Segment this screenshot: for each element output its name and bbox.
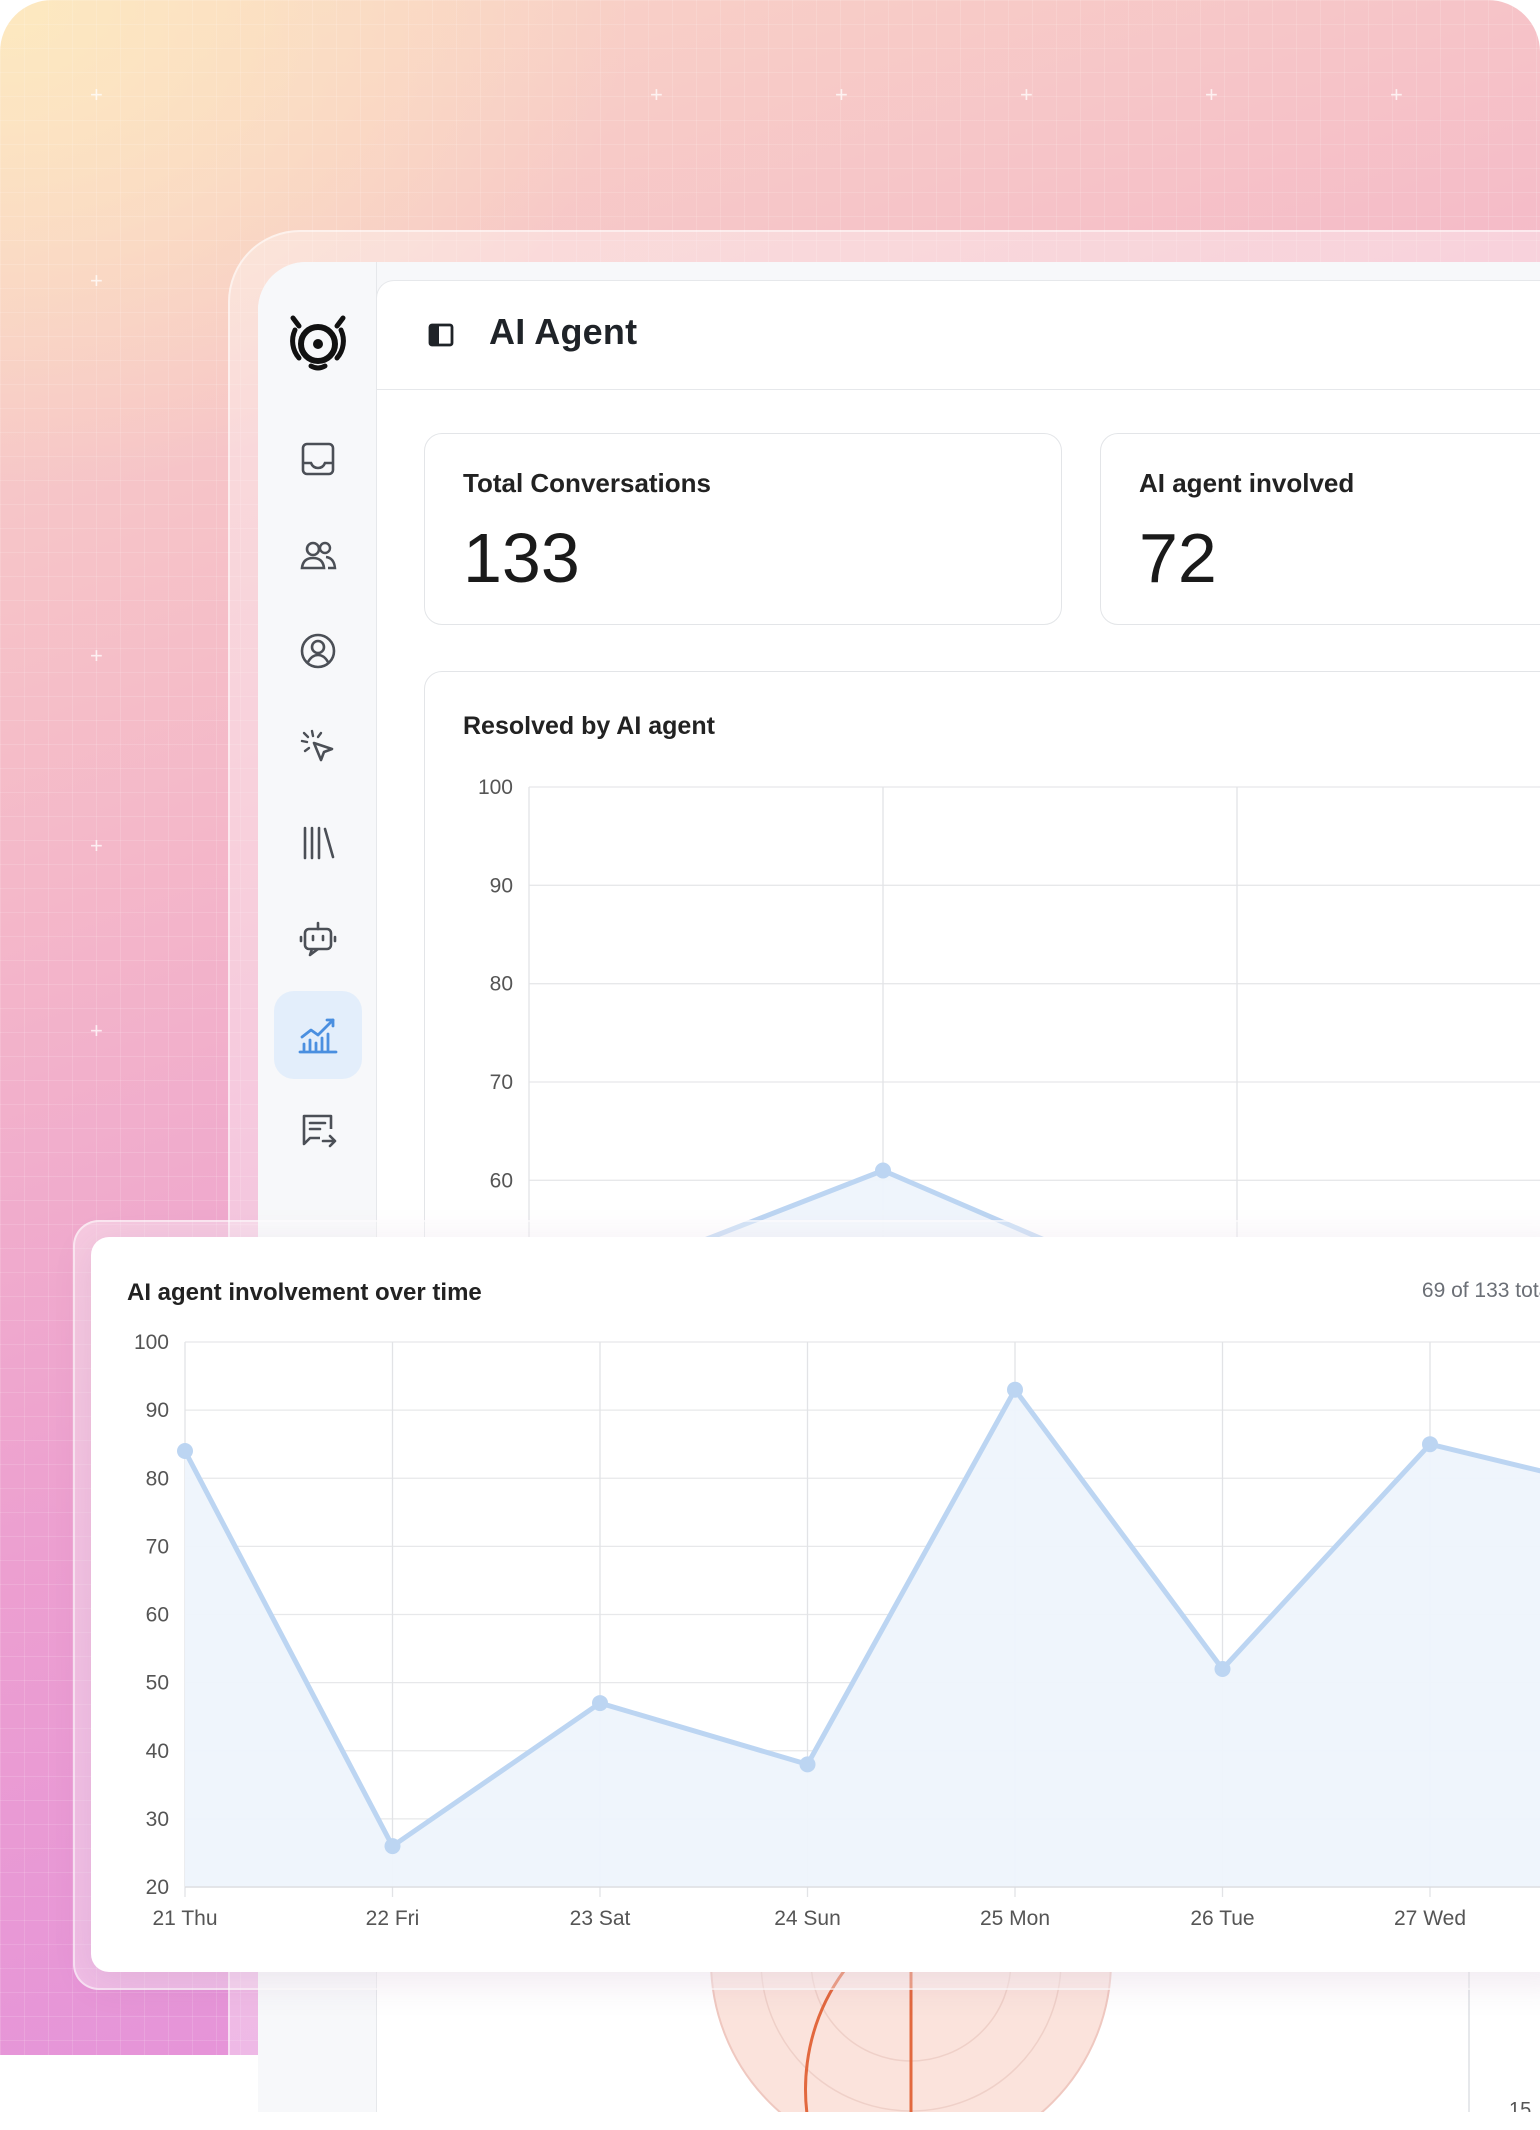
y-tick-label: 100 (134, 1331, 169, 1354)
sparkle-icon: + (1020, 82, 1033, 107)
sidebar-item-contacts[interactable] (274, 511, 362, 599)
sidebar-item-inbox[interactable] (274, 415, 362, 503)
sparkle-icon: + (1205, 82, 1218, 107)
stat-label: Total Conversations (463, 468, 712, 498)
data-point (1007, 1381, 1023, 1398)
stat-value: 133 (463, 519, 580, 597)
y-tick-label: 70 (146, 1535, 169, 1558)
profile-icon (300, 633, 336, 669)
stat-value: 72 (1139, 519, 1217, 597)
series-line (182, 1387, 1540, 1849)
sparkle-icon: + (90, 268, 103, 293)
y-tick-label: 90 (490, 874, 513, 897)
x-tick-label: 21 Thu (153, 1907, 218, 1930)
y-tick-label: 100 (478, 776, 513, 799)
data-point (384, 1838, 401, 1855)
chart-summary: 69 of 133 total (1421, 1279, 1540, 1302)
app-logo-icon (290, 315, 346, 371)
sparkle-icon: + (90, 82, 103, 107)
data-point (1214, 1661, 1231, 1677)
x-tick-label: 25 Mon (980, 1907, 1050, 1930)
y-tick-label: 90 (146, 1399, 169, 1422)
bot-icon (299, 921, 337, 957)
y-tick-label: 70 (490, 1071, 513, 1094)
sidebar-item-analytics[interactable] (274, 991, 362, 1079)
involvement-chart-card: AI agent involvement over time 69 of 133… (91, 1237, 1540, 1972)
data-point (1422, 1436, 1438, 1453)
sidebar-item-reports[interactable] (274, 1087, 362, 1175)
stat-card-ai-agent-involved: AI agent involved 72 (1100, 433, 1540, 625)
library-icon (303, 826, 335, 860)
analytics-icon (298, 1018, 338, 1054)
sparkle-icon: + (90, 643, 103, 668)
y-tick-label: 20 (146, 1876, 169, 1899)
x-tick-label: 23 Sat (570, 1907, 631, 1930)
y-tick-label: 50 (146, 1672, 169, 1695)
sidebar-item-bot[interactable] (274, 895, 362, 983)
involvement-chart: 100 90 80 70 60 50 40 30 20 21 Thu 22 Fri 23 Sat 24 … (134, 1331, 1540, 1930)
x-tick-label: 22 Fri (366, 1907, 420, 1930)
page-header: AI Agent (377, 281, 1540, 390)
sparkle-icon: + (90, 1018, 103, 1043)
chart-title: AI agent involvement over time (127, 1279, 482, 1306)
sidebar-toggle-icon[interactable] (427, 321, 455, 349)
data-point (177, 1443, 193, 1459)
cursor-click-icon (300, 729, 334, 762)
contacts-icon (300, 541, 337, 570)
y-tick-label: 60 (490, 1169, 513, 1192)
inbox-icon (301, 442, 335, 476)
sparkle-icon: + (650, 82, 663, 107)
reports-icon (302, 1114, 337, 1148)
sidebar-item-profile[interactable] (274, 607, 362, 695)
stat-card-total-conversations: Total Conversations 133 (424, 433, 1062, 625)
y-tick-label: 80 (146, 1467, 169, 1490)
sidebar-item-library[interactable] (274, 799, 362, 887)
series-area (185, 1389, 1540, 1887)
sparkle-icon: + (90, 833, 103, 858)
y-tick-label: 30 (146, 1808, 169, 1831)
data-point (592, 1695, 608, 1712)
x-tick-label: 26 Tue (1190, 1907, 1254, 1930)
y-tick-label: 40 (146, 1740, 169, 1763)
page-title: AI Agent (489, 311, 638, 352)
chart-title: Resolved by AI agent (463, 712, 715, 740)
y-tick-label: 80 (490, 973, 513, 996)
y-tick-label: 60 (146, 1604, 169, 1627)
sparkle-icon: + (1390, 82, 1403, 107)
data-point (799, 1756, 816, 1773)
x-tick-label: 27 Wed (1394, 1907, 1466, 1930)
stat-label: AI agent involved (1139, 468, 1355, 498)
x-tick-label: 24 Sun (774, 1907, 841, 1930)
sidebar-item-campaigns[interactable] (274, 703, 362, 791)
data-point (875, 1162, 891, 1179)
sparkle-icon: + (835, 82, 848, 107)
background-tick-label: 15 (1509, 2099, 1531, 2112)
